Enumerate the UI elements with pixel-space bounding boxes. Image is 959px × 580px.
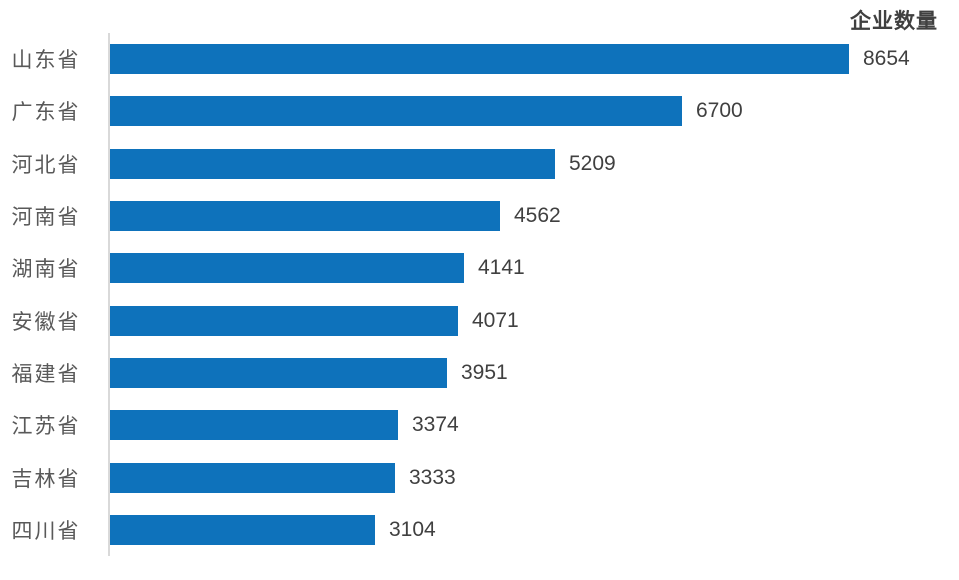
category-label: 四川省 [11,519,81,543]
category-label: 安徽省 [11,310,81,334]
bar-track: 3333 [110,451,959,503]
category-label: 山东省 [11,49,81,73]
bar-track: 3104 [110,504,959,556]
bar-row: 安徽省 4071 [0,294,959,346]
bar [110,514,375,545]
bar-row: 江苏省 3374 [0,399,959,451]
bar-track: 5209 [110,138,959,190]
bar-track: 3374 [110,399,959,451]
bar-track: 4071 [110,294,959,346]
value-label: 4562 [514,204,561,228]
bar [110,253,464,284]
bar-track: 6700 [110,85,959,137]
value-label: 3951 [461,360,508,384]
bar-row: 山东省 8654 [0,33,959,85]
value-label: 3104 [389,517,436,541]
bar-row: 福建省 3951 [0,347,959,399]
bar-row: 吉林省 3333 [0,451,959,503]
bar-row: 湖南省 4141 [0,242,959,294]
bar-track: 8654 [110,33,959,85]
value-label: 5209 [569,151,616,175]
category-label: 广东省 [11,101,81,125]
value-label: 3374 [412,413,459,437]
chart-title: 企业数量 [850,10,938,33]
bar [110,462,395,493]
bar-track: 4562 [110,190,959,242]
bar-row: 河南省 4562 [0,190,959,242]
value-label: 4141 [478,256,525,280]
category-label: 湖南省 [11,258,81,282]
bar-row: 广东省 6700 [0,85,959,137]
bar [110,44,849,75]
category-label: 江苏省 [11,415,81,439]
bar [110,410,398,441]
value-label: 6700 [696,99,743,123]
category-label: 福建省 [11,362,81,386]
bar-track: 3951 [110,347,959,399]
bar [110,201,500,232]
category-label: 吉林省 [11,467,81,491]
value-label: 4071 [472,308,519,332]
category-label: 河南省 [11,206,81,230]
category-label: 河北省 [11,153,81,177]
value-label: 8654 [863,47,910,71]
bar-rows: 山东省 8654 广东省 6700 河北省 5209 河南省 4562 湖南省 … [0,33,959,556]
bar [110,96,682,127]
y-axis-line [108,33,110,556]
bar-row: 四川省 3104 [0,504,959,556]
plot-area: 山东省 8654 广东省 6700 河北省 5209 河南省 4562 湖南省 … [0,33,959,556]
value-label: 3333 [409,465,456,489]
bar [110,357,447,388]
bar [110,148,555,179]
bar-row: 河北省 5209 [0,138,959,190]
bar-track: 4141 [110,242,959,294]
bar [110,305,458,336]
